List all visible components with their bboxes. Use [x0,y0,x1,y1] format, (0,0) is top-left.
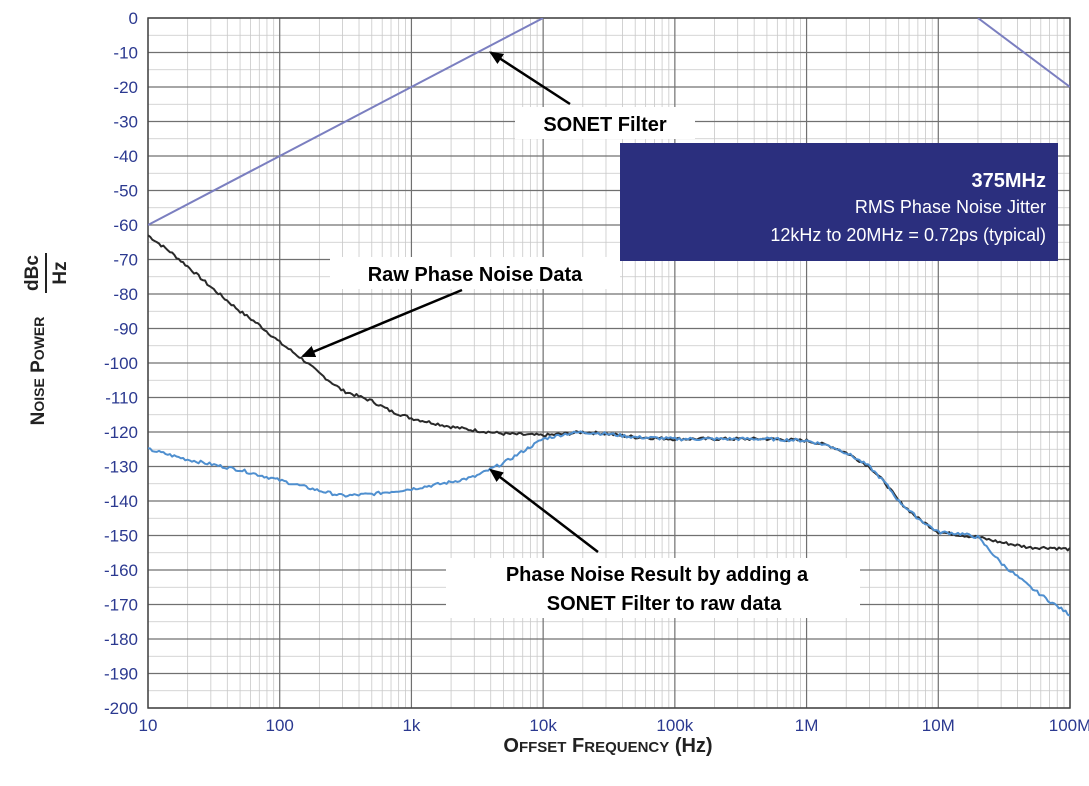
x-tick-labels: 10 100 1k 10k 100k 1M 10M 100M [139,716,1089,735]
sonet-filter-label: SONET Filter [543,114,667,136]
y-tick-label: -140 [104,492,138,511]
info-box-background [620,143,1058,261]
y-axis-title: NOISE POWER dBc Hz [22,253,71,425]
series-line-sonet_rising [148,18,544,226]
x-tick-label: 10M [922,716,955,735]
x-tick-label: 100k [656,716,693,735]
result-label-line2: SONET Filter to raw data [547,593,782,615]
y-axis-title-main: NOISE POWER [28,317,49,426]
info-box-line2: 12kHz to 20MHz = 0.72ps (typical) [770,225,1046,245]
y-tick-label: -170 [104,596,138,615]
y-tick-label: -10 [113,44,138,63]
raw-label-backing [330,257,620,289]
info-box-title: 375MHz [972,170,1046,192]
y-tick-label: -180 [104,630,138,649]
raw-phase-noise-label: Raw Phase Noise Data [368,264,583,286]
y-tick-label: -40 [113,147,138,166]
y-tick-label: -160 [104,561,138,580]
result-arrow [489,468,599,553]
y-tick-label: -120 [104,423,138,442]
raw-data-arrow [301,288,463,358]
y-tick-label: -190 [104,665,138,684]
y-tick-label: -110 [105,389,138,408]
series-layer [148,18,1070,617]
sonet-filter-arrow [489,51,571,106]
x-axis-title: OFFSET FREQUENCY (Hz) [503,735,712,757]
result-label-line1: Phase Noise Result by adding a [506,564,809,586]
y-tick-label: -30 [113,113,138,132]
plot-frame [147,17,1071,709]
y-tick-label: -70 [113,251,138,270]
y-tick-label: -130 [104,458,138,477]
info-box-line1: RMS Phase Noise Jitter [855,197,1046,217]
info-box: 375MHz RMS Phase Noise Jitter 12kHz to 2… [620,143,1058,261]
y-tick-label: -200 [104,699,138,718]
y-tick-labels: 0 -10 -20 -30 -40 -50 -60 -70 -80 -90 -100 -110 -120… [104,9,138,718]
series-line-filtered [148,430,1070,617]
y-tick-label: -20 [113,78,138,97]
y-tick-label: -50 [113,182,138,201]
y-axis-unit-denominator: Hz [50,261,71,284]
x-tick-label: 100 [266,716,294,735]
y-tick-label: -60 [113,216,138,235]
y-tick-label: -150 [104,527,138,546]
series-line-sonet_falling [977,18,1070,88]
y-tick-label: 0 [129,9,138,28]
y-axis-unit-numerator: dBc [22,255,43,291]
y-tick-label: -80 [113,285,138,304]
y-tick-label: -90 [113,320,138,339]
x-tick-label: 1k [402,716,420,735]
x-tick-label: 10k [529,716,557,735]
x-tick-label: 10 [139,716,158,735]
sonet-label-backing [515,107,695,139]
result-label-backing [446,558,860,618]
x-tick-label: 100M [1049,716,1089,735]
y-tick-label: -100 [104,354,138,373]
annotation-arrows [301,51,599,553]
x-tick-label: 1M [795,716,819,735]
